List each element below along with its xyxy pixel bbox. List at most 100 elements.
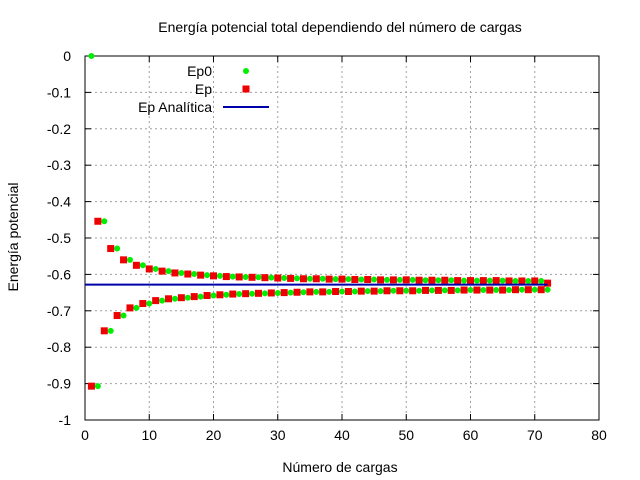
ep0-point bbox=[261, 290, 268, 297]
ep0-point bbox=[120, 312, 127, 319]
ep-point bbox=[312, 275, 320, 283]
ep0-point bbox=[101, 218, 108, 225]
ep0-point bbox=[371, 276, 378, 283]
ep-point bbox=[261, 274, 269, 282]
ep0-point bbox=[216, 272, 223, 279]
ep-point bbox=[389, 276, 397, 284]
ep0-point bbox=[454, 287, 461, 294]
ep-point bbox=[139, 300, 147, 308]
ep-point bbox=[473, 286, 481, 294]
ep0-point bbox=[499, 277, 506, 284]
ep0-point bbox=[351, 288, 358, 295]
ep0-point bbox=[506, 287, 513, 294]
ep-point bbox=[177, 294, 185, 302]
ep0-point bbox=[364, 288, 371, 295]
ep-point bbox=[332, 288, 340, 296]
ep-point bbox=[242, 290, 250, 298]
legend-swatch-ep bbox=[242, 85, 250, 93]
y-tick-label: -0.1 bbox=[47, 84, 71, 100]
ep0-point bbox=[242, 273, 249, 280]
ep0-point bbox=[114, 245, 121, 252]
ep0-point bbox=[493, 287, 500, 294]
ep-point bbox=[434, 286, 442, 294]
ep0-point bbox=[306, 275, 313, 282]
ep-point bbox=[120, 256, 128, 264]
ep0-point bbox=[313, 288, 320, 295]
ep-point bbox=[409, 287, 417, 295]
ep0-point bbox=[512, 277, 519, 284]
ep0-point bbox=[448, 277, 455, 284]
ep-point bbox=[319, 288, 327, 296]
x-tick-label: 80 bbox=[591, 427, 607, 443]
ep0-point bbox=[345, 276, 352, 283]
ep0-point bbox=[223, 291, 230, 298]
plot-frame bbox=[84, 55, 600, 421]
y-tick-label: -0.3 bbox=[47, 157, 71, 173]
ep0-point bbox=[210, 292, 217, 299]
ep-point bbox=[306, 288, 314, 296]
ep-point bbox=[267, 289, 275, 297]
ep-point bbox=[197, 271, 205, 279]
ep-point bbox=[357, 287, 365, 295]
legend-swatch-ep0 bbox=[243, 68, 249, 74]
ep0-point bbox=[255, 274, 262, 281]
x-tick-label: 20 bbox=[206, 427, 222, 443]
ep-point bbox=[94, 217, 102, 225]
ep0-point bbox=[473, 277, 480, 284]
ep0-point bbox=[390, 287, 397, 294]
ep-point bbox=[235, 273, 243, 281]
ep-point bbox=[184, 270, 192, 278]
ep-point bbox=[396, 287, 404, 295]
x-tick-label: 70 bbox=[527, 427, 543, 443]
ep-point bbox=[377, 276, 385, 284]
ep0-point bbox=[152, 265, 159, 272]
y-tick-label: -0.7 bbox=[47, 303, 71, 319]
ep-point bbox=[518, 277, 526, 285]
ep0-point bbox=[461, 277, 468, 284]
ep-point bbox=[132, 261, 140, 269]
ep0-point bbox=[538, 277, 545, 284]
ep0-point bbox=[165, 268, 172, 275]
ep-point bbox=[100, 327, 108, 335]
ep0-point bbox=[531, 286, 538, 293]
ep0-point bbox=[326, 288, 333, 295]
ep-point bbox=[216, 291, 224, 299]
ep-point bbox=[274, 274, 282, 282]
ep-point bbox=[171, 269, 179, 277]
series-ep0 bbox=[88, 53, 551, 390]
ep-point bbox=[422, 286, 430, 294]
ep0-point bbox=[287, 289, 294, 296]
ep-point bbox=[499, 286, 507, 294]
ep0-point bbox=[544, 286, 551, 293]
x-tick-label: 50 bbox=[398, 427, 414, 443]
ep0-point bbox=[319, 275, 326, 282]
y-tick-label: -0.6 bbox=[47, 266, 71, 282]
ep-point bbox=[293, 288, 301, 296]
ep0-point bbox=[409, 276, 416, 283]
ep-point bbox=[447, 286, 455, 294]
ep-point bbox=[325, 275, 333, 283]
ep-point bbox=[364, 275, 372, 283]
y-tick-label: -1 bbox=[59, 412, 72, 428]
ep-point bbox=[441, 276, 449, 284]
ep0-point bbox=[107, 327, 114, 334]
ep-point bbox=[531, 277, 539, 285]
ep0-point bbox=[416, 287, 423, 294]
ep0-point bbox=[422, 277, 429, 284]
x-tick-label: 40 bbox=[334, 427, 350, 443]
ep-point bbox=[287, 274, 295, 282]
ep-point bbox=[280, 289, 288, 297]
ep-point bbox=[524, 286, 532, 294]
ep-point bbox=[492, 277, 500, 285]
ep-point bbox=[460, 286, 468, 294]
ep-point bbox=[402, 276, 410, 284]
ep0-point bbox=[525, 277, 532, 284]
y-tick-label: -0.5 bbox=[47, 230, 71, 246]
ep-point bbox=[165, 295, 173, 303]
ep0-point bbox=[204, 272, 211, 279]
data-series bbox=[85, 53, 552, 390]
y-tick-label: -0.9 bbox=[47, 376, 71, 392]
ep-point bbox=[351, 275, 359, 283]
ep0-point bbox=[281, 275, 288, 282]
